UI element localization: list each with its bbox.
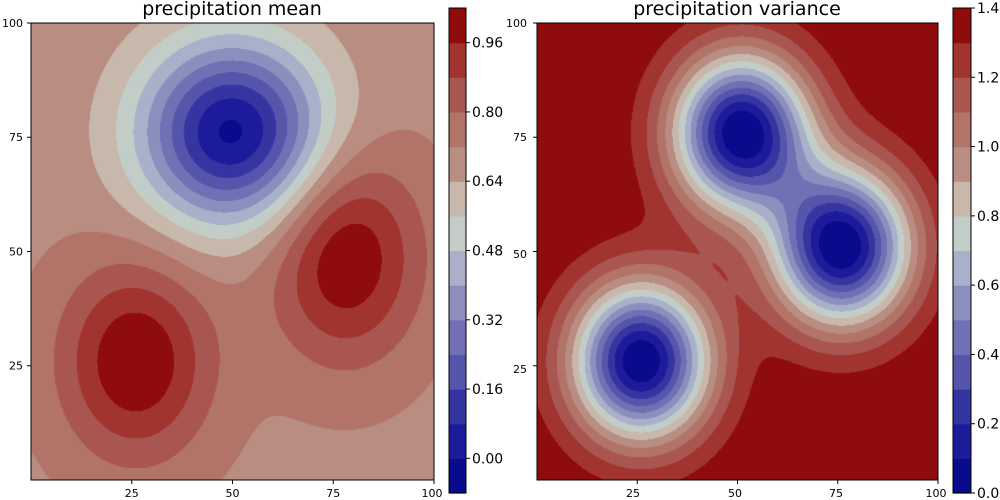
colorbar-tick-label: 0.16 xyxy=(472,382,503,398)
x-tick-label: 75 xyxy=(326,487,340,500)
colorbar-band xyxy=(953,8,971,44)
colorbar-band xyxy=(953,354,971,390)
y-tick-label: 25 xyxy=(9,360,23,373)
colorbar-band xyxy=(953,458,971,494)
colorbar-band xyxy=(953,250,971,286)
colorbar-band xyxy=(953,111,971,148)
colorbar-band xyxy=(449,423,466,459)
colorbar-tick-label: 0.6 xyxy=(977,278,999,294)
colorbar-band xyxy=(953,181,971,217)
chart-title-variance: precipitation variance xyxy=(633,0,841,20)
y-tick-marks-variance xyxy=(533,22,537,367)
colorbar-tick-label: 0.4 xyxy=(977,347,999,363)
x-tick-label: 100 xyxy=(422,487,443,500)
x-tick-label: 100 xyxy=(926,487,947,500)
colorbar-tick-label: 0.32 xyxy=(472,313,503,329)
y-tick-label: 50 xyxy=(9,246,23,259)
colorbar-ticks-variance: 0.0 0.2 0.4 0.6 0.8 1.0 1.2 1.4 xyxy=(971,1,999,500)
panel-precipitation-mean: precipitation mean 25 50 75 100 25 50 75… xyxy=(2,0,503,500)
colorbar-tick-label: 0.0 xyxy=(977,486,999,500)
x-tick-label: 25 xyxy=(626,487,640,500)
colorbar-band xyxy=(449,8,466,44)
x-tick-marks-variance xyxy=(636,480,939,484)
colorbar-band xyxy=(449,389,466,425)
chart-title-mean: precipitation mean xyxy=(142,0,322,20)
colorbar-tick-label: 0.00 xyxy=(472,451,503,467)
colorbar-band xyxy=(953,389,971,425)
colorbar-band xyxy=(449,285,466,321)
colorbar-tick-label: 0.80 xyxy=(472,105,503,121)
x-tick-label: 75 xyxy=(829,487,843,500)
y-tick-label: 75 xyxy=(513,131,527,144)
y-tick-label: 25 xyxy=(513,363,527,376)
colorbar-tick-label: 0.2 xyxy=(977,417,999,433)
colorbar-band xyxy=(953,146,971,182)
colorbar-band xyxy=(953,215,971,252)
colorbar-tick-label: 1.2 xyxy=(977,70,999,86)
colorbar-tick-label: 0.96 xyxy=(472,36,503,52)
colorbar-band xyxy=(449,42,466,78)
colorbar-band xyxy=(449,250,466,286)
colorbar-band xyxy=(449,181,466,217)
y-tick-label: 100 xyxy=(2,17,23,30)
colorbar-band xyxy=(449,111,466,148)
contour-field-mean xyxy=(31,23,434,480)
colorbar-band xyxy=(449,458,466,494)
colorbar-band xyxy=(449,354,466,390)
colorbar-ticks-mean: 0.00 0.16 0.32 0.48 0.64 0.80 0.96 xyxy=(466,36,503,467)
colorbar-band xyxy=(953,423,971,459)
colorbar-tick-label: 0.64 xyxy=(472,174,503,190)
colorbar-band xyxy=(449,215,466,252)
y-tick-label: 100 xyxy=(506,17,527,30)
colorbar-variance xyxy=(953,8,971,494)
colorbar-tick-label: 1.4 xyxy=(977,1,999,17)
x-tick-label: 25 xyxy=(125,487,139,500)
colorbar-band xyxy=(449,319,466,356)
x-tick-marks-mean xyxy=(131,480,435,484)
y-tick-label: 75 xyxy=(9,131,23,144)
y-tick-marks-mean xyxy=(27,22,31,367)
colorbar-tick-label: 1.0 xyxy=(977,140,999,156)
y-tick-label: 50 xyxy=(513,248,527,261)
x-tick-label: 50 xyxy=(728,487,742,500)
panel-precipitation-variance: precipitation variance 25 50 75 100 25 5… xyxy=(506,0,999,500)
colorbar-band xyxy=(953,42,971,78)
colorbar-band xyxy=(953,77,971,113)
colorbar-tick-label: 0.48 xyxy=(472,244,503,260)
x-tick-label: 50 xyxy=(226,487,240,500)
contour-field-variance xyxy=(537,23,938,480)
colorbar-band xyxy=(953,319,971,356)
colorbar-frame-variance xyxy=(952,7,972,494)
colorbar-band xyxy=(953,285,971,321)
colorbar-tick-label: 0.8 xyxy=(977,209,999,225)
colorbar-band xyxy=(449,146,466,182)
colorbar-mean xyxy=(449,8,466,494)
colorbar-band xyxy=(449,77,466,113)
